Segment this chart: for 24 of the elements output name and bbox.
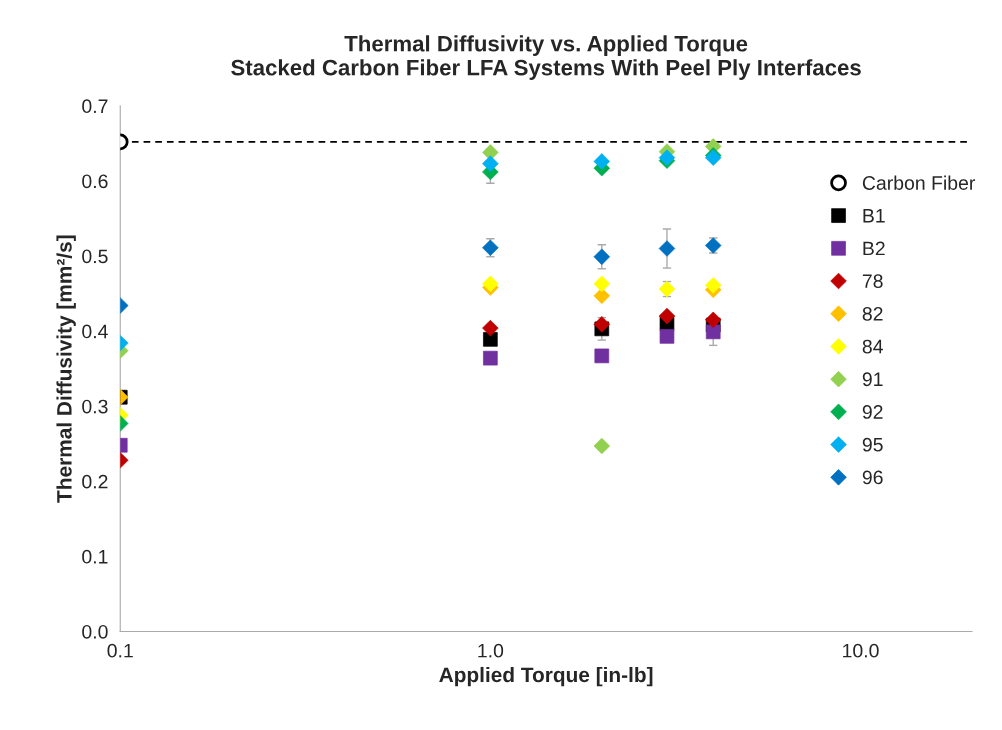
y-axis-title: Thermal Diffusivity [mm²/s] xyxy=(56,235,76,503)
y-tick-label: 0.3 xyxy=(82,399,108,414)
legend-label: 91 xyxy=(862,372,883,387)
legend-label: 82 xyxy=(862,306,883,321)
y-tick-label: 0.4 xyxy=(82,324,108,339)
y-tick-label: 0.0 xyxy=(82,624,108,639)
y-tick-label: 0.1 xyxy=(82,549,108,564)
legend-label: B2 xyxy=(863,241,885,256)
legend-label: 92 xyxy=(862,405,883,419)
x-tick-label: 0.1 xyxy=(107,643,133,658)
y-tick-label: 0.5 xyxy=(82,249,108,264)
legend-label: 95 xyxy=(862,437,883,452)
x-axis-title: Applied Torque [in-lb] xyxy=(439,666,653,687)
x-tick-label: 10.0 xyxy=(843,643,879,658)
legend-label: B1 xyxy=(863,209,885,223)
chart-title: Thermal Diffusivity vs. Applied Torque Stacked Carbon Fiber LFA Systems With Peel Ply Interfaces xyxy=(231,35,861,80)
y-tick-label: 0.6 xyxy=(82,174,108,189)
legend-label: 78 xyxy=(862,274,883,289)
legend-label: Carbon Fiber xyxy=(862,175,976,190)
y-tick-label: 0.7 xyxy=(82,99,108,114)
y-tick-label: 0.2 xyxy=(82,474,108,489)
legend-label: 96 xyxy=(862,470,883,485)
legend-label: 84 xyxy=(862,339,883,354)
x-tick-label: 1.0 xyxy=(478,643,504,658)
